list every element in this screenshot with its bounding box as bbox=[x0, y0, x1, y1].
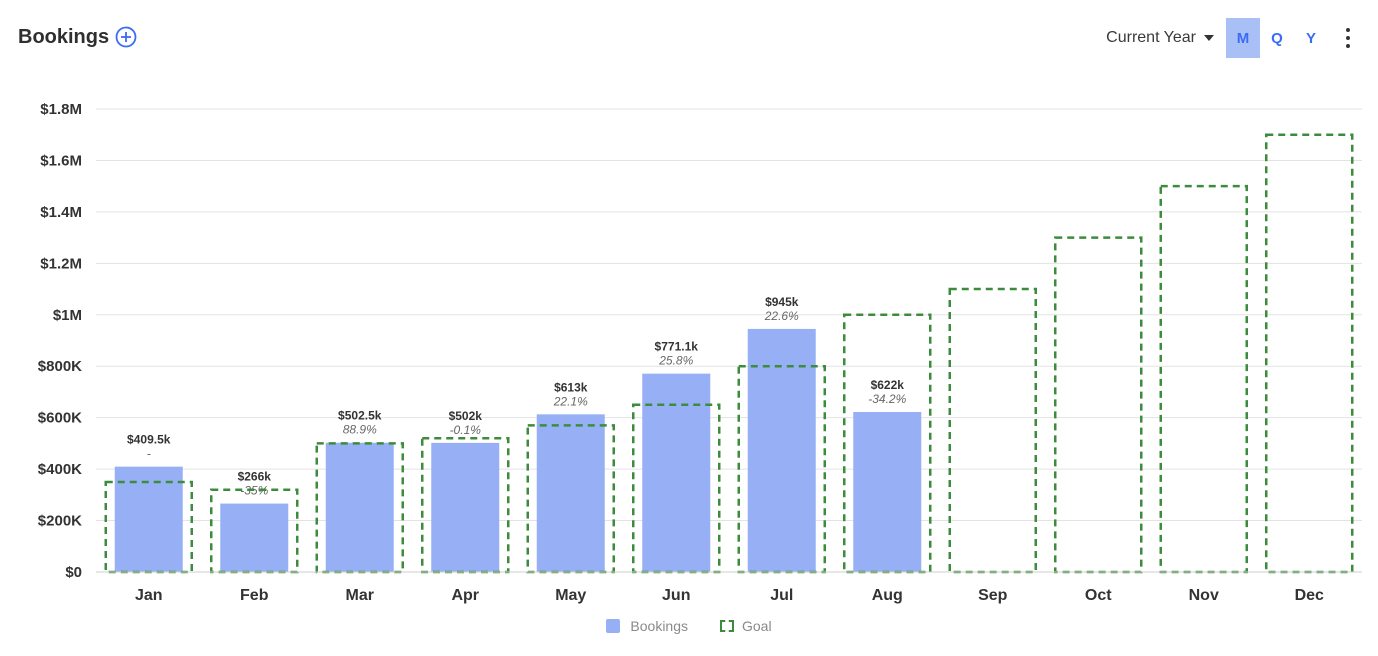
bookings-bar bbox=[220, 503, 289, 572]
plus-circle-icon[interactable] bbox=[115, 26, 137, 48]
bookings-value-label: $771.1k bbox=[655, 340, 699, 354]
bookings-change-label: 22.6% bbox=[764, 309, 799, 323]
granularity-month-button[interactable]: M bbox=[1226, 18, 1260, 58]
bookings-change-label: 25.8% bbox=[658, 354, 693, 368]
goal-bar bbox=[1265, 133, 1354, 574]
bookings-value-label: $613k bbox=[554, 380, 588, 394]
goal-bar bbox=[948, 287, 1037, 574]
bookings-change-label: -34.2% bbox=[868, 392, 906, 406]
x-tick-label: Oct bbox=[1085, 587, 1112, 604]
bookings-bar bbox=[325, 442, 394, 572]
y-tick-label: $200K bbox=[38, 513, 82, 530]
goal-bar bbox=[1159, 184, 1248, 574]
x-tick-label: Jul bbox=[770, 587, 793, 604]
legend-item-bookings[interactable]: Bookings bbox=[606, 618, 688, 634]
caret-down-icon bbox=[1204, 35, 1214, 41]
bookings-bar bbox=[114, 466, 183, 572]
bookings-value-label: $945k bbox=[765, 295, 799, 309]
x-tick-label: Apr bbox=[451, 587, 479, 604]
chart-controls: Current Year M Q Y bbox=[1106, 17, 1360, 59]
legend-label-bookings: Bookings bbox=[630, 618, 688, 634]
bookings-value-label: $266k bbox=[238, 470, 272, 484]
bookings-change-label: 88.9% bbox=[343, 423, 377, 437]
chart-header: Bookings bbox=[18, 22, 137, 52]
goal-bar bbox=[1054, 236, 1143, 574]
bookings-value-label: $409.5k bbox=[127, 433, 171, 447]
y-tick-label: $1.6M bbox=[40, 152, 82, 169]
x-tick-label: Dec bbox=[1295, 587, 1324, 604]
legend-swatch-bookings bbox=[606, 619, 621, 633]
y-tick-label: $800K bbox=[38, 358, 82, 375]
bookings-bar bbox=[853, 412, 922, 572]
kebab-menu-icon[interactable] bbox=[1336, 18, 1360, 58]
legend-item-goal[interactable]: Goal bbox=[720, 618, 772, 634]
legend-swatch-goal bbox=[720, 620, 734, 632]
y-tick-label: $1.2M bbox=[40, 255, 82, 272]
goal-bar bbox=[632, 403, 721, 574]
x-tick-label: Aug bbox=[872, 587, 903, 604]
bookings-value-label: $502.5k bbox=[338, 409, 382, 423]
goal-bar bbox=[210, 488, 299, 574]
y-tick-label: $1.4M bbox=[40, 204, 82, 221]
x-tick-label: Jan bbox=[135, 587, 163, 604]
x-tick-label: Sep bbox=[978, 587, 1008, 604]
x-tick-label: May bbox=[555, 587, 586, 604]
bookings-value-label: $502k bbox=[449, 409, 483, 423]
bookings-change-label: -35% bbox=[240, 484, 268, 498]
granularity-quarter-button[interactable]: Q bbox=[1271, 29, 1283, 47]
bookings-chart: $0 $200K $400K $600K $800K $1M $1.2M $1.4M $1.6M… bbox=[38, 101, 1362, 604]
y-tick-label: $600K bbox=[38, 410, 82, 427]
period-dropdown-label: Current Year bbox=[1106, 29, 1196, 46]
bookings-bar bbox=[642, 373, 711, 572]
bookings-change-label: 22.1% bbox=[553, 394, 588, 408]
goal-bar bbox=[737, 364, 826, 574]
x-tick-label: Feb bbox=[240, 587, 269, 604]
x-tick-label: Nov bbox=[1189, 587, 1219, 604]
bookings-bar bbox=[536, 414, 605, 572]
goal-bar bbox=[526, 424, 615, 574]
y-tick-label: $1M bbox=[53, 307, 82, 324]
chart-title: Bookings bbox=[18, 25, 110, 48]
x-tick-label: Mar bbox=[346, 587, 374, 604]
chart-legend: Bookings Goal bbox=[0, 618, 1378, 634]
y-tick-label: $400K bbox=[38, 461, 82, 478]
period-dropdown[interactable]: Current Year bbox=[1106, 29, 1214, 47]
goal-bar bbox=[421, 436, 510, 574]
bookings-change-label: -0.1% bbox=[450, 423, 482, 437]
bookings-value-label: $622k bbox=[871, 378, 905, 392]
bookings-bar bbox=[431, 442, 500, 572]
legend-label-goal: Goal bbox=[742, 618, 772, 634]
granularity-year-button[interactable]: Y bbox=[1305, 29, 1316, 47]
y-tick-label: $0 bbox=[65, 564, 82, 581]
bookings-change-label: - bbox=[147, 447, 151, 461]
bookings-bar bbox=[747, 328, 816, 572]
y-tick-label: $1.8M bbox=[40, 101, 82, 118]
x-tick-label: Jun bbox=[662, 587, 690, 604]
